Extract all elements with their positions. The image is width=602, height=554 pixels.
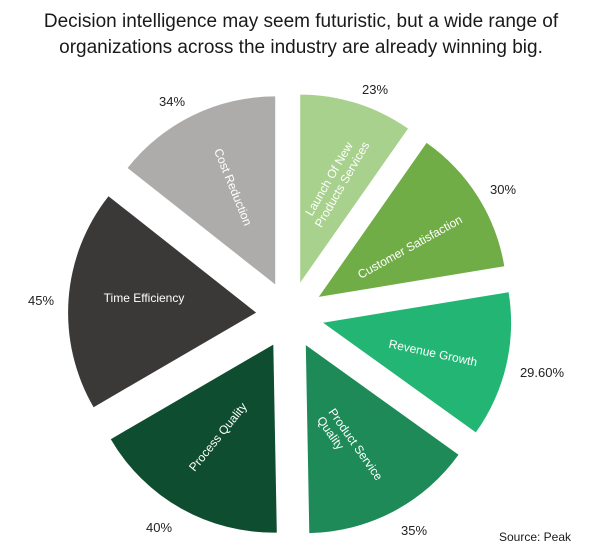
value-label-launch-new-products-services: 23% [362, 82, 388, 97]
slice-product-service-quality [305, 345, 459, 534]
slice-time-efficiency [68, 196, 257, 408]
value-label-customer-satisfaction: 30% [490, 182, 516, 197]
slice-process-quality [110, 344, 277, 533]
value-label-cost-reduction: 34% [159, 94, 185, 109]
category-label-line: Time Efficiency [104, 291, 185, 305]
slice-revenue-growth [323, 292, 512, 433]
slice-launch-new-products-services [300, 94, 408, 283]
category-label-time-efficiency: Time Efficiency [104, 291, 185, 305]
slice-customer-satisfaction [318, 142, 505, 297]
value-labels: 23% 30% 29.60% 35% 40% 45% 34% [28, 82, 565, 538]
chart-title: Decision intelligence may seem futuristi… [0, 9, 602, 61]
pie-slices [68, 94, 512, 534]
source-note: Source: Peak [499, 530, 572, 544]
chart-title-line-2: organizations across the industry are al… [59, 37, 543, 58]
value-label-revenue-growth: 29.60% [520, 365, 565, 380]
value-label-process-quality: 40% [146, 520, 172, 535]
slice-cost-reduction [127, 96, 276, 285]
chart-title-line-1: Decision intelligence may seem futuristi… [43, 11, 559, 32]
value-label-time-efficiency: 45% [28, 293, 54, 308]
value-label-product-service-quality: 35% [401, 523, 427, 538]
